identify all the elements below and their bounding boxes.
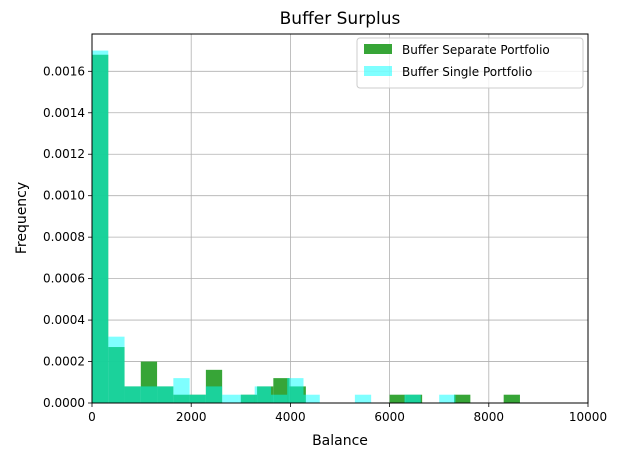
y-tick-label-5: 0.0010 <box>43 189 85 203</box>
bar-series1-bin12 <box>287 378 304 403</box>
plot-frame <box>91 33 589 404</box>
bar-series1-bin0 <box>92 50 109 404</box>
bar-series1-bin14 <box>354 394 372 403</box>
x-tick-label-1: 2000 <box>176 410 207 424</box>
bar-series1-bin5 <box>173 378 190 403</box>
chart-title: Buffer Surplus <box>280 9 401 29</box>
bar-series1-bin16 <box>439 394 456 403</box>
bar-series1-bin8 <box>222 394 239 403</box>
y-tick-label-8: 0.0016 <box>43 64 85 78</box>
legend-box <box>356 37 584 89</box>
y-tick-label-3: 0.0006 <box>43 272 85 286</box>
bar-series1-bin4 <box>157 386 174 403</box>
bar-series1-bin9 <box>238 394 255 403</box>
legend-swatch-single <box>364 66 392 76</box>
bar-series1-bin10 <box>254 386 271 403</box>
y-axis-label: Frequency <box>14 182 30 254</box>
bar-series0-bin12 <box>389 394 406 403</box>
bar-series1-bin11 <box>270 394 288 403</box>
legend-label-separate: Buffer Separate Portfolio <box>402 43 550 57</box>
bar-series1-bin2 <box>124 386 141 403</box>
legend-swatch-separate <box>364 44 392 54</box>
bar-series1-bin3 <box>140 386 158 403</box>
y-tick-label-6: 0.0012 <box>43 147 85 161</box>
grid-lines <box>91 34 589 404</box>
bar-series1-bin7 <box>205 386 223 403</box>
bar-series1-bin1 <box>108 336 125 403</box>
x-tick-label-2: 4000 <box>275 410 306 424</box>
bar-series0-bin14 <box>454 394 471 403</box>
x-axis-ticks: 0 2000 4000 6000 8000 10000 <box>88 403 607 424</box>
bar-series1-bin15 <box>404 394 421 403</box>
y-tick-label-0: 0.0000 <box>43 396 85 410</box>
y-tick-label-2: 0.0004 <box>43 313 85 327</box>
y-axis-ticks: 0.0000 0.0002 0.0004 0.0006 0.0008 0.0010 0.00… <box>43 64 92 410</box>
y-tick-label-1: 0.0002 <box>43 355 85 369</box>
x-axis-label: Balance <box>312 433 368 449</box>
x-tick-label-0: 0 <box>88 410 96 424</box>
bar-series1-bin13 <box>303 394 320 403</box>
x-tick-label-3: 6000 <box>374 410 405 424</box>
x-tick-label-5: 10000 <box>569 410 607 424</box>
legend-label-single: Buffer Single Portfolio <box>402 65 532 79</box>
bar-series1-bin6 <box>189 394 206 403</box>
histogram-bars <box>92 50 520 404</box>
y-tick-label-4: 0.0008 <box>43 230 85 244</box>
y-tick-label-7: 0.0014 <box>43 106 85 120</box>
legend: Buffer Separate Portfolio Buffer Single … <box>356 37 584 89</box>
x-tick-label-4: 8000 <box>474 410 505 424</box>
bar-series0-bin15 <box>503 394 520 403</box>
